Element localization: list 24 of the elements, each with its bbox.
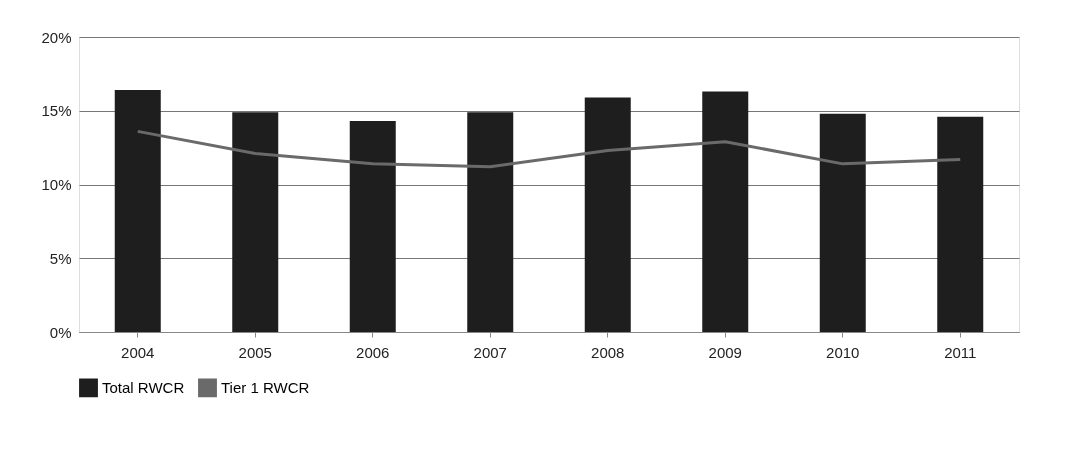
bar	[467, 112, 514, 332]
bar	[819, 113, 866, 332]
bar	[937, 116, 984, 332]
x-tick-label: 2010	[826, 343, 860, 361]
bar	[584, 97, 631, 332]
x-tick-label: 2006	[356, 343, 390, 361]
bar	[702, 91, 749, 332]
y-tick-label: 5%	[49, 249, 72, 267]
bar	[114, 90, 161, 332]
legend-label: Total RWCR	[102, 378, 185, 396]
x-tick-label: 2005	[238, 343, 272, 361]
x-tick-label: 2009	[708, 343, 742, 361]
x-tick-label: 2007	[473, 343, 507, 361]
bar	[232, 112, 279, 332]
y-tick-label: 20%	[41, 28, 72, 46]
legend-label: Tier 1 RWCR	[221, 378, 310, 396]
x-tick-label: 2004	[121, 343, 155, 361]
line-series	[136, 129, 962, 169]
x-tick-label: 2008	[591, 343, 625, 361]
x-tick-label: 2011	[944, 343, 977, 361]
bar	[349, 121, 396, 332]
y-tick-label: 0%	[49, 323, 72, 341]
y-tick-label: 15%	[41, 102, 72, 120]
y-tick-label: 10%	[41, 176, 72, 193]
